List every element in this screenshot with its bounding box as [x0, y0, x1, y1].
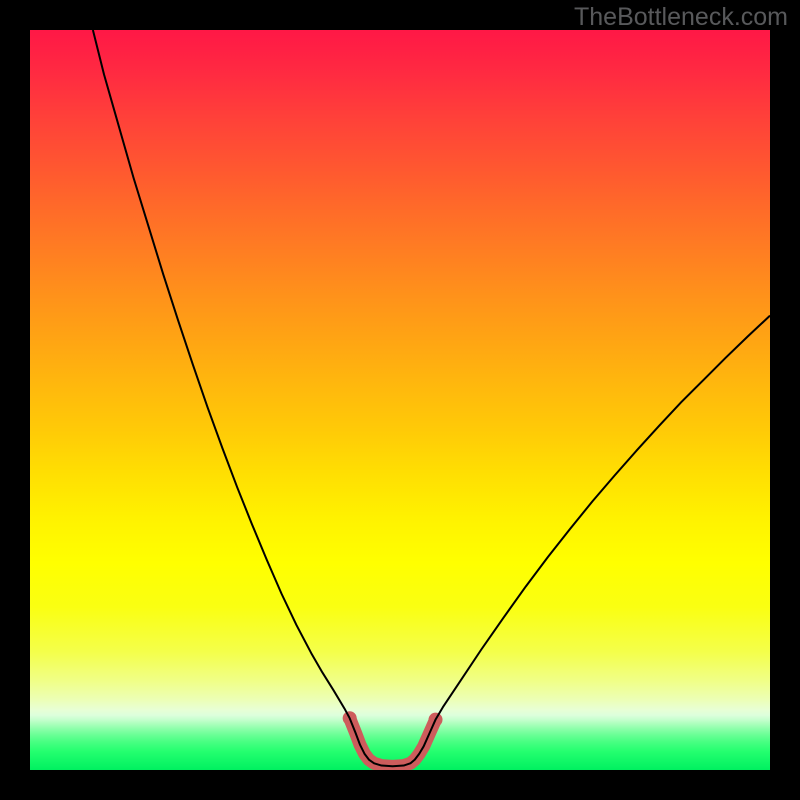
- chart-frame: TheBottleneck.com: [0, 0, 800, 800]
- gradient-background: [30, 30, 770, 770]
- watermark-text: TheBottleneck.com: [574, 3, 788, 32]
- chart-svg: [30, 30, 770, 770]
- plot-area: [30, 30, 770, 770]
